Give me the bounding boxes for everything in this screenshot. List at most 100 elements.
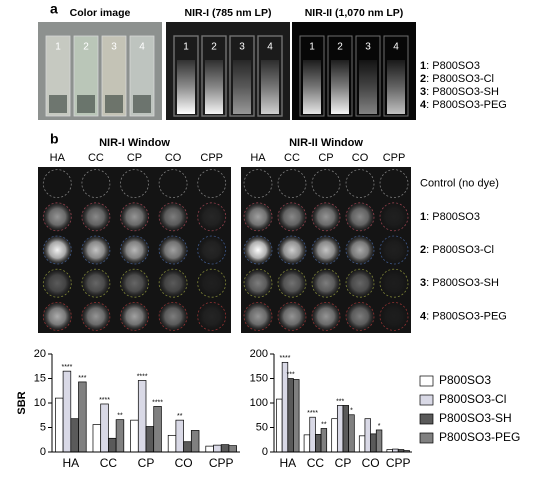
spot-ring	[158, 235, 188, 265]
spot-glow	[196, 301, 227, 332]
significance: **	[177, 413, 183, 420]
bar	[342, 405, 350, 453]
spot-ring	[120, 301, 149, 331]
column-header: HA	[50, 152, 66, 164]
tube-glow	[303, 60, 321, 114]
spot-ring	[345, 268, 375, 298]
label-number: 1	[420, 60, 426, 72]
bar	[145, 426, 155, 453]
bar	[55, 397, 64, 453]
label: 1: P800SO3	[420, 211, 480, 223]
bar	[276, 398, 283, 453]
spot-glow	[42, 201, 73, 232]
tube-number: 3	[239, 42, 245, 53]
spot-ring	[158, 169, 188, 199]
label-number: 1	[420, 211, 426, 223]
label: 3: P800SO3-SH	[420, 86, 499, 98]
significance: ****	[99, 397, 110, 404]
label-name: : P800SO3	[426, 60, 480, 72]
significance: ****	[280, 355, 291, 362]
spot-ring	[81, 301, 111, 331]
label: 2: P800SO3-Cl	[420, 73, 494, 85]
y-tick-label: 20	[34, 348, 46, 360]
significance: *	[378, 423, 381, 430]
label: 4: P800SO3-PEG	[420, 310, 507, 322]
legend-label: P800SO3	[439, 373, 491, 387]
tube-bottom	[105, 95, 123, 113]
y-axis-label: SBR	[16, 391, 28, 414]
spot-ring	[197, 301, 227, 331]
spot-glow	[119, 201, 150, 232]
spot-glow	[196, 201, 227, 232]
bar	[70, 418, 79, 453]
spot-glow	[277, 235, 307, 265]
x-tick-label: CP	[335, 456, 352, 470]
spot-glow	[311, 235, 341, 265]
y-tick-label: 0	[40, 446, 46, 458]
column-header: CC	[88, 152, 104, 164]
spot-glow	[243, 235, 273, 265]
spot-glow	[243, 201, 273, 232]
spot-glow	[379, 268, 409, 299]
tube-number: 1	[183, 42, 189, 53]
spot-ring	[120, 202, 149, 232]
label: 4: P800SO3-PEG	[420, 99, 507, 111]
tube-number: 2	[337, 42, 343, 53]
bar	[175, 419, 184, 453]
spot-glow	[196, 235, 227, 265]
spot-glow	[311, 268, 341, 299]
image-title: NIR-I (785 nm LP)	[185, 7, 272, 19]
x-tick-label: HA	[62, 456, 79, 470]
y-tick-label: 50	[256, 421, 268, 433]
bar	[293, 379, 300, 453]
spot-glow	[345, 268, 375, 299]
spot-ring	[81, 169, 111, 199]
tube-number: 4	[139, 42, 145, 53]
tube	[327, 35, 353, 117]
tube	[257, 35, 283, 117]
spot-glow	[345, 235, 375, 265]
tube	[355, 35, 381, 117]
x-tick-label: CC	[100, 456, 118, 470]
column-header: CP	[318, 152, 333, 164]
spot-ring	[158, 202, 188, 232]
spot-ring	[243, 202, 273, 232]
spot-glow	[158, 301, 189, 332]
bar	[100, 403, 109, 453]
tube-number: 4	[267, 42, 273, 53]
tube	[299, 35, 325, 117]
bar	[320, 428, 328, 453]
label-number: 4	[420, 310, 427, 322]
spot-ring	[243, 235, 273, 265]
bar	[364, 418, 371, 453]
spot-glow	[345, 301, 375, 332]
spot-glow	[311, 201, 341, 232]
legend-label: P800SO3-Cl	[439, 392, 506, 406]
spot-glow	[158, 201, 189, 232]
spot-ring	[243, 169, 273, 199]
window-title: NIR-II Window	[289, 137, 363, 149]
image-title: NIR-II (1,070 nm LP)	[305, 7, 404, 19]
x-tick-label: CO	[362, 456, 380, 470]
label-name: : P800SO3-Cl	[426, 73, 494, 85]
label-number: 3	[420, 277, 426, 289]
spot-ring	[42, 169, 72, 199]
significance: ****	[137, 373, 148, 380]
spot-ring	[243, 301, 273, 331]
bar	[309, 416, 316, 453]
spot-ring	[120, 169, 149, 199]
spot-glow	[196, 268, 227, 299]
label-name: : P800SO3-PEG	[426, 99, 507, 111]
spot-glow	[42, 301, 73, 332]
significance: **	[321, 421, 327, 428]
spot-glow	[158, 235, 189, 265]
label-number: 4	[420, 99, 427, 111]
spot-glow	[42, 235, 73, 265]
bar	[115, 419, 125, 453]
spot-ring	[379, 268, 409, 298]
significance: ****	[152, 399, 163, 406]
spot-glow	[379, 235, 409, 265]
bar	[108, 437, 117, 453]
tube-glow	[387, 60, 405, 114]
